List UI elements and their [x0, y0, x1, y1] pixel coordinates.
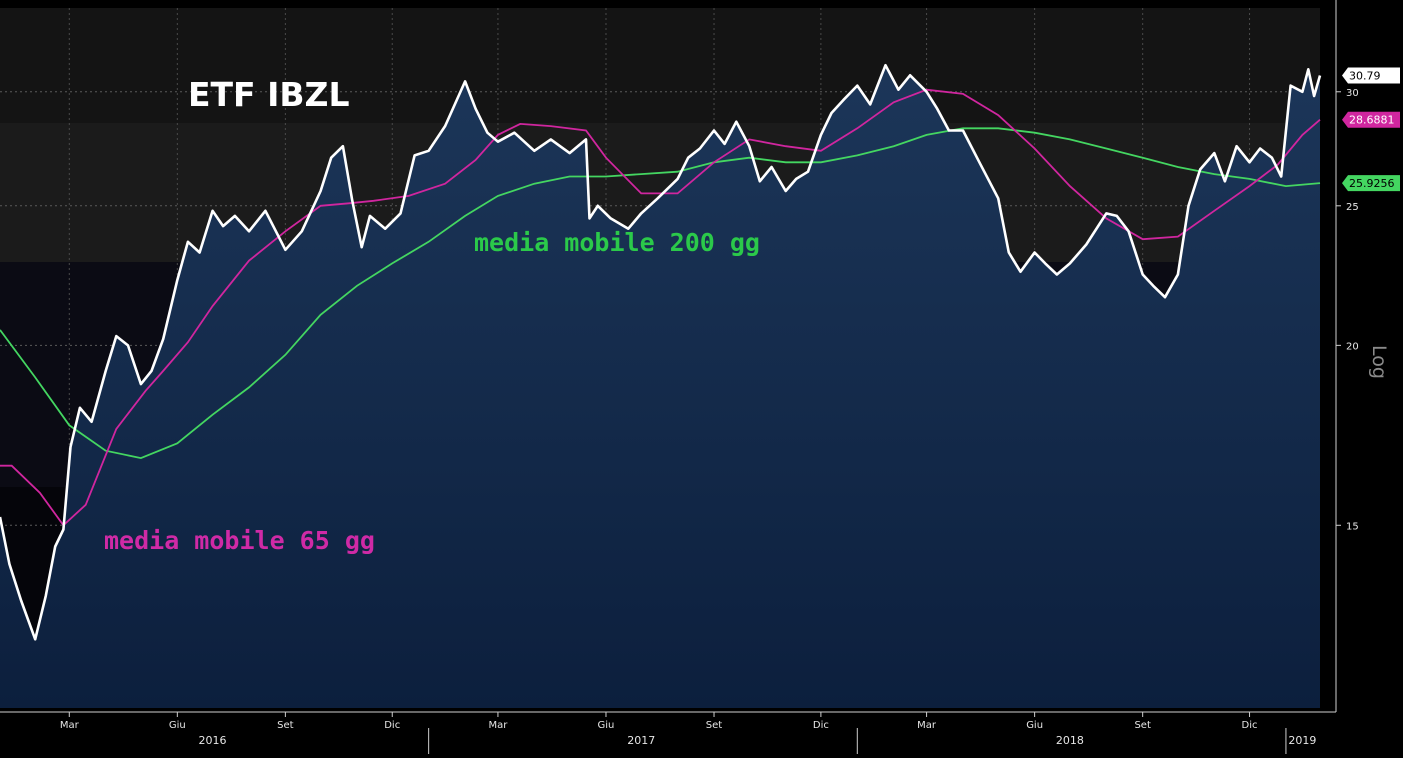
x-tick-label: Dic: [813, 720, 829, 731]
ma65-line: [0, 88, 1321, 527]
x-year-label: 2018: [1056, 734, 1084, 747]
chart-title: ETF IBZL: [188, 75, 349, 114]
last-value-text: 28.6881: [1349, 114, 1395, 127]
x-tick-label: Dic: [1242, 720, 1258, 731]
y-tick-label: 25: [1346, 202, 1359, 213]
x-tick-label: Giu: [598, 720, 615, 731]
last-value-badge: 25.9256: [1342, 175, 1400, 192]
y-tick-label: 20: [1346, 341, 1359, 352]
ma65-annotation: media mobile 65 gg: [104, 526, 375, 555]
x-tick-label: Set: [277, 720, 294, 731]
x-tick-label: Set: [1134, 720, 1151, 731]
x-tick-label: Mar: [60, 720, 80, 731]
x-tick-label: Dic: [384, 720, 400, 731]
x-tick-label: Mar: [917, 720, 937, 731]
y-tick-label: 30: [1346, 88, 1359, 99]
log-scale-label: Log: [1368, 345, 1390, 379]
x-year-label: 2019: [1288, 734, 1316, 747]
x-tick-label: Giu: [169, 720, 186, 731]
last-value-badge: 30.79: [1342, 67, 1400, 84]
x-tick-label: Mar: [488, 720, 508, 731]
x-tick-label: Set: [706, 720, 723, 731]
price-line: [0, 63, 1322, 641]
x-year-label: 2016: [199, 734, 227, 747]
axes: [0, 0, 1337, 754]
price-area: [0, 65, 1320, 708]
x-tick-labels: Mar Giu Set Dic Mar Giu Set Dic Mar Giu Set Dic 2016…: [60, 712, 1316, 747]
last-value-text: 30.79: [1349, 70, 1381, 83]
ma200-line: [0, 127, 1321, 460]
last-value-badge: 28.6881: [1342, 111, 1400, 128]
last-value-badges: 30.79 28.6881 25.9256: [1342, 67, 1400, 192]
last-value-text: 25.9256: [1349, 177, 1395, 190]
x-tick-label: Giu: [1026, 720, 1043, 731]
ma200-annotation: media mobile 200 gg: [474, 228, 760, 257]
y-tick-labels: 15 20 25 30: [1336, 88, 1359, 532]
y-tick-label: 15: [1346, 521, 1359, 532]
x-year-label: 2017: [627, 734, 655, 747]
